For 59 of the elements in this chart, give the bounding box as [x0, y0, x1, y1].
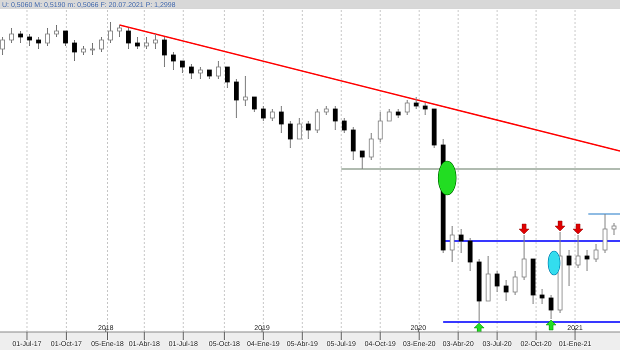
- candlestick: [198, 66, 203, 80]
- candlestick: [90, 42, 95, 56]
- candlestick: [360, 150, 365, 170]
- candlestick: [566, 250, 572, 286]
- candlestick: [234, 78, 239, 118]
- candlestick: [108, 22, 113, 44]
- candlestick: [180, 60, 185, 74]
- candlestick: [494, 270, 500, 292]
- candlestick: [72, 40, 77, 62]
- candlestick: [332, 106, 338, 130]
- candlestick: [117, 24, 122, 38]
- candlestick: [144, 36, 149, 50]
- candlestick: [27, 34, 32, 46]
- candlestick: [36, 36, 41, 50]
- candlestick: [306, 120, 311, 140]
- candlestick: [368, 132, 374, 160]
- candlestick: [0, 36, 5, 56]
- candlestick: [594, 244, 598, 262]
- candlestick: [45, 28, 50, 46]
- candlestick: [63, 30, 68, 46]
- candlestick: [512, 270, 518, 296]
- candlestick: [99, 36, 104, 52]
- candlestick: [54, 24, 59, 38]
- candlestick: [540, 288, 544, 304]
- candlestick: [468, 238, 473, 272]
- candlestick: [288, 120, 293, 148]
- candlestick: [162, 36, 167, 68]
- candlestick: [386, 108, 392, 122]
- candlestick: [458, 228, 464, 254]
- candlestick: [576, 234, 580, 268]
- candlestick: [278, 106, 284, 134]
- candlestick: [404, 100, 410, 116]
- candlestick: [414, 96, 419, 110]
- candlestick: [242, 76, 248, 106]
- candlestick: [153, 34, 158, 50]
- candlestick: [224, 66, 230, 88]
- candlestick: [270, 108, 275, 122]
- candlestick: [612, 222, 616, 236]
- candlestick: [422, 102, 428, 116]
- candlestick: [135, 36, 140, 50]
- candlestick: [252, 96, 257, 112]
- candlestick: [378, 112, 383, 142]
- candlestick: [260, 106, 266, 122]
- candlestick: [171, 52, 176, 70]
- candlestick: [504, 280, 509, 302]
- candlestick: [548, 294, 554, 320]
- candlestick: [296, 118, 302, 140]
- candlestick: [126, 28, 131, 50]
- candlestick: [450, 226, 455, 262]
- candlestick: [9, 28, 14, 44]
- candlestick: [188, 64, 194, 80]
- candlestick: [350, 126, 356, 160]
- candlestick: [314, 108, 320, 134]
- candlestick: [342, 118, 347, 134]
- candlestick: [602, 214, 608, 254]
- candlestick: [18, 30, 23, 44]
- candlestick: [584, 250, 590, 272]
- candlestick: [522, 234, 526, 280]
- candlestick: [216, 60, 221, 80]
